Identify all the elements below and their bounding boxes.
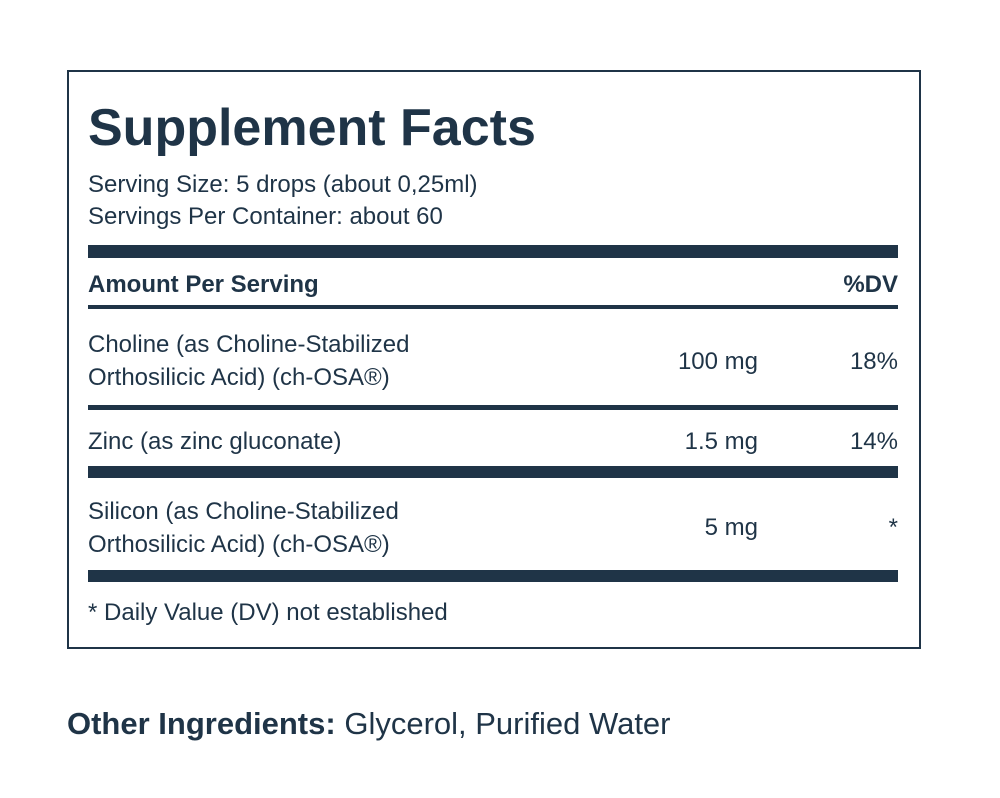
row-name: Zinc (as zinc gluconate) (88, 428, 342, 455)
row-dv: * (888, 514, 898, 541)
footnote: * Daily Value (DV) not established (88, 599, 448, 626)
servings-per-container: Servings Per Container: about 60 (88, 203, 443, 230)
header-dv: %DV (843, 271, 898, 298)
row-dv: 18% (849, 348, 898, 375)
other-ingredients-text: Glycerol, Purified Water (344, 706, 671, 741)
rule (88, 405, 898, 410)
row-amount: 100 mg (677, 348, 758, 375)
other-ingredients: Other Ingredients: Glycerol, Purified Wa… (67, 704, 671, 744)
row-name: Orthosilicic Acid) (ch-OSA®) (88, 531, 390, 558)
row-amount: 1.5 mg (684, 428, 758, 455)
row-amount: 5 mg (704, 514, 758, 541)
row-name: Orthosilicic Acid) (ch-OSA®) (88, 364, 390, 391)
thick-rule (88, 245, 898, 258)
row-name: Silicon (as Choline-Stabilized (88, 498, 399, 525)
title: Supplement Facts (88, 99, 536, 157)
thick-rule (88, 570, 898, 582)
row-name: Choline (as Choline-Stabilized (88, 331, 410, 358)
other-ingredients-label: Other Ingredients: (67, 706, 336, 741)
row-dv: 14% (849, 428, 898, 455)
header-amount: Amount Per Serving (88, 271, 319, 298)
rule (88, 305, 898, 309)
serving-size: Serving Size: 5 drops (about 0,25ml) (88, 171, 478, 198)
facts-panel (67, 70, 921, 649)
thick-rule (88, 466, 898, 478)
